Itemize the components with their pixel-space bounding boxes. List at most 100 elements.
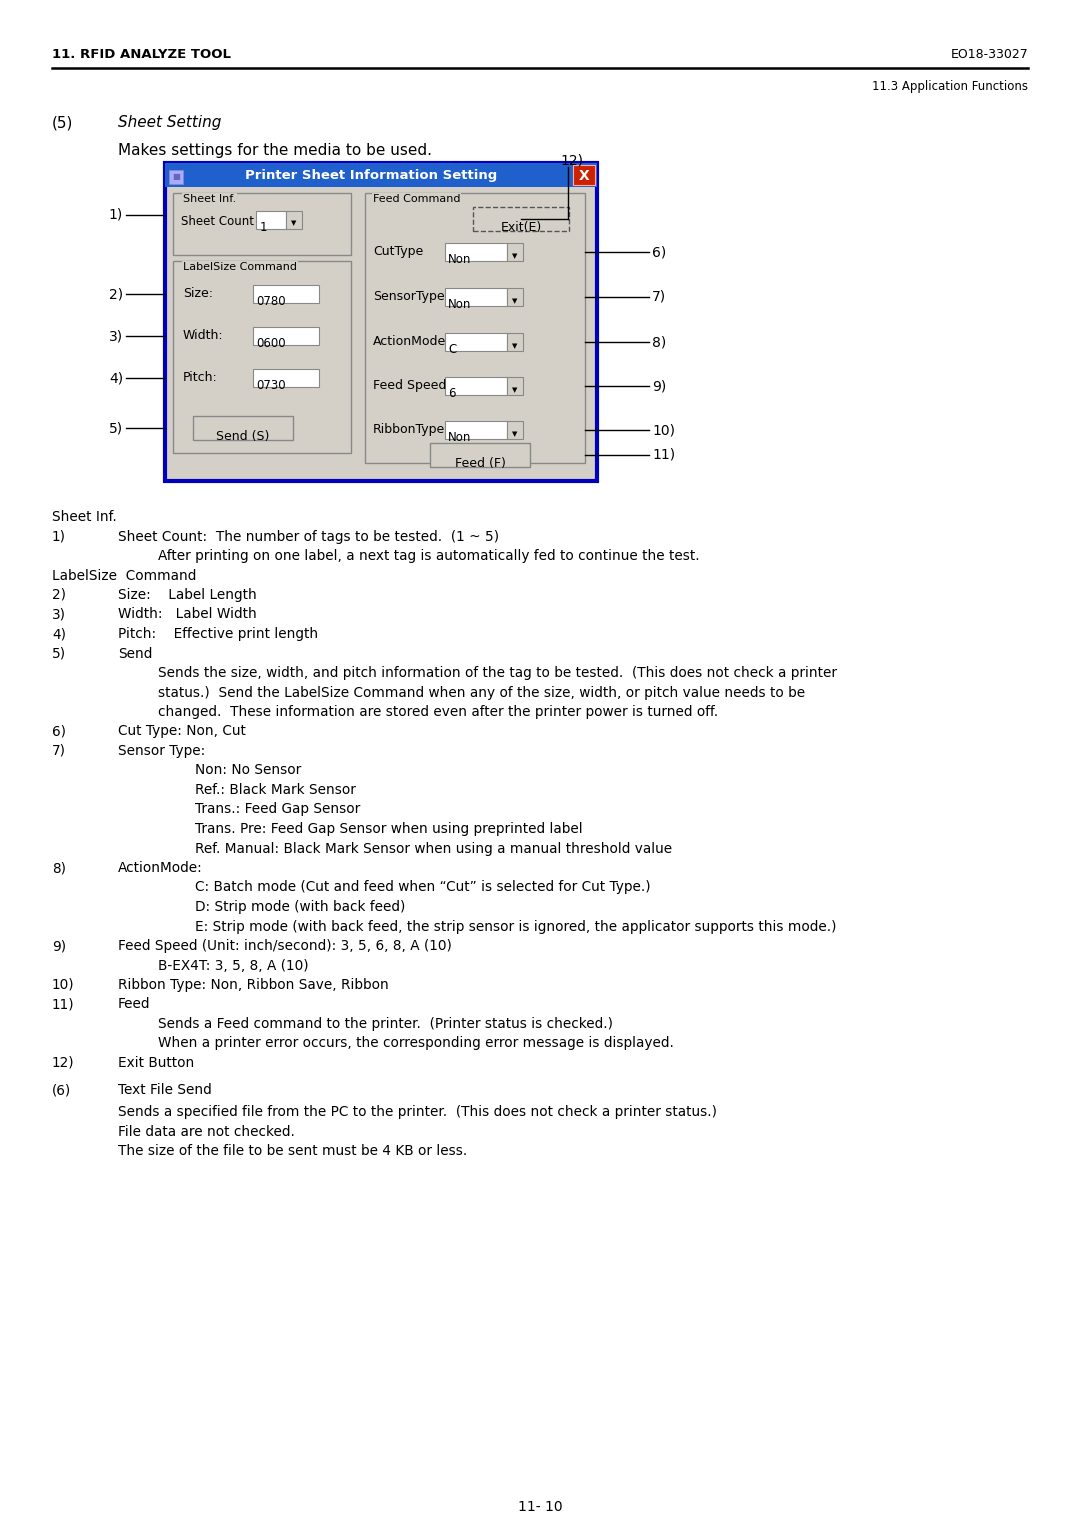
Text: EO18-33027: EO18-33027 [950, 47, 1028, 61]
Text: Text File Send: Text File Send [118, 1083, 212, 1097]
Text: CutType: CutType [373, 244, 423, 258]
Text: Printer Sheet Information Setting: Printer Sheet Information Setting [245, 170, 497, 182]
Text: 5): 5) [109, 422, 123, 435]
Bar [445, 422, 507, 439]
Text: Sheet Count: Sheet Count [181, 215, 254, 228]
Text: Sends a specified file from the PC to the printer.  (This does not check a print: Sends a specified file from the PC to th… [118, 1105, 717, 1118]
Bar [168, 170, 183, 183]
Text: Non: Non [448, 298, 471, 312]
Text: Cut Type: Non, Cut: Cut Type: Non, Cut [118, 724, 246, 738]
Bar [173, 193, 351, 255]
Text: 6): 6) [52, 724, 66, 738]
Bar [445, 377, 507, 396]
Text: 1: 1 [260, 222, 268, 234]
Bar [173, 261, 351, 452]
Text: Width:: Width: [183, 329, 224, 342]
Bar [193, 416, 293, 440]
Bar [445, 243, 507, 261]
Text: ▼: ▼ [292, 220, 297, 226]
Text: 7): 7) [52, 744, 66, 758]
Text: status.)  Send the LabelSize Command when any of the size, width, or pitch value: status.) Send the LabelSize Command when… [158, 686, 805, 700]
Text: ■: ■ [172, 171, 180, 180]
Text: Trans. Pre: Feed Gap Sensor when using preprinted label: Trans. Pre: Feed Gap Sensor when using p… [195, 822, 582, 836]
Bar [507, 243, 523, 261]
Text: Non: Non [448, 431, 471, 445]
Text: Non: Non [448, 254, 471, 266]
Text: Non: No Sensor: Non: No Sensor [195, 764, 301, 778]
Text: 0600: 0600 [256, 338, 285, 350]
Text: Exit Button: Exit Button [118, 1056, 194, 1070]
Bar [253, 286, 319, 303]
Text: Trans.: Feed Gap Sensor: Trans.: Feed Gap Sensor [195, 802, 361, 816]
Text: Sheet Inf.: Sheet Inf. [52, 510, 117, 524]
Text: 12): 12) [561, 153, 583, 167]
Text: (5): (5) [52, 115, 73, 130]
Text: changed.  These information are stored even after the printer power is turned of: changed. These information are stored ev… [158, 704, 718, 720]
Text: 12): 12) [52, 1056, 75, 1070]
Bar [365, 193, 585, 463]
Text: Ref. Manual: Black Mark Sensor when using a manual threshold value: Ref. Manual: Black Mark Sensor when usin… [195, 842, 672, 856]
Text: 1): 1) [109, 208, 123, 222]
Text: 6: 6 [448, 387, 456, 400]
Text: SensorType: SensorType [373, 290, 445, 303]
Text: 7): 7) [652, 290, 666, 304]
Text: ActionMode: ActionMode [373, 335, 446, 348]
Text: 10): 10) [652, 423, 675, 437]
Text: 3): 3) [52, 608, 66, 622]
Text: Ref.: Black Mark Sensor: Ref.: Black Mark Sensor [195, 782, 356, 798]
Bar [430, 443, 530, 468]
Text: 0730: 0730 [256, 379, 285, 393]
Text: 6): 6) [652, 244, 666, 260]
Text: ▼: ▼ [512, 342, 517, 348]
Text: ▼: ▼ [512, 387, 517, 393]
Text: Exit(E): Exit(E) [500, 222, 542, 234]
Text: 5): 5) [52, 646, 66, 660]
Bar [507, 377, 523, 396]
Text: 9): 9) [652, 379, 666, 393]
Text: Sheet Inf.: Sheet Inf. [183, 194, 237, 205]
Text: Sheet Setting: Sheet Setting [118, 115, 221, 130]
Text: Width:   Label Width: Width: Label Width [118, 608, 257, 622]
Text: Send (S): Send (S) [216, 429, 270, 443]
Text: 11. RFID ANALYZE TOOL: 11. RFID ANALYZE TOOL [52, 47, 231, 61]
Text: B-EX4T: 3, 5, 8, A (10): B-EX4T: 3, 5, 8, A (10) [158, 958, 309, 972]
Bar [473, 206, 569, 231]
Text: 4): 4) [109, 371, 123, 385]
Text: LabelSize  Command: LabelSize Command [52, 568, 197, 582]
Text: Feed (F): Feed (F) [455, 457, 505, 471]
Text: 2): 2) [109, 287, 123, 301]
Text: Feed: Feed [118, 998, 150, 1012]
Text: ActionMode:: ActionMode: [118, 860, 203, 876]
Text: C: C [448, 342, 456, 356]
Bar [507, 287, 523, 306]
Bar [165, 163, 597, 186]
Text: 8): 8) [652, 335, 666, 348]
Text: (6): (6) [52, 1083, 71, 1097]
Text: 9): 9) [52, 940, 66, 953]
Text: 10): 10) [52, 978, 75, 992]
Text: ▼: ▼ [512, 298, 517, 304]
Text: Sheet Count:  The number of tags to be tested.  (1 ~ 5): Sheet Count: The number of tags to be te… [118, 530, 499, 544]
Bar [253, 327, 319, 345]
Text: 8): 8) [52, 860, 66, 876]
Bar [256, 211, 286, 229]
Text: Feed Speed: Feed Speed [373, 379, 446, 393]
Text: 11): 11) [652, 448, 675, 461]
Bar [445, 287, 507, 306]
Text: 11- 10: 11- 10 [517, 1500, 563, 1514]
Text: Feed Speed (Unit: inch/second): 3, 5, 6, 8, A (10): Feed Speed (Unit: inch/second): 3, 5, 6,… [118, 940, 451, 953]
Text: Size:    Label Length: Size: Label Length [118, 588, 257, 602]
Text: 0780: 0780 [256, 295, 285, 309]
Text: Pitch:    Effective print length: Pitch: Effective print length [118, 626, 319, 642]
Text: LabelSize Command: LabelSize Command [183, 261, 297, 272]
Bar [445, 333, 507, 351]
Text: After printing on one label, a next tag is automatically fed to continue the tes: After printing on one label, a next tag … [158, 549, 700, 562]
Text: E: Strip mode (with back feed, the strip sensor is ignored, the applicator suppo: E: Strip mode (with back feed, the strip… [195, 920, 837, 934]
Text: The size of the file to be sent must be 4 KB or less.: The size of the file to be sent must be … [118, 1144, 468, 1158]
Text: Sensor Type:: Sensor Type: [118, 744, 205, 758]
Text: X: X [579, 170, 590, 183]
Text: 1): 1) [52, 530, 66, 544]
Text: 2): 2) [52, 588, 66, 602]
Text: 3): 3) [109, 329, 123, 342]
Text: D: Strip mode (with back feed): D: Strip mode (with back feed) [195, 900, 405, 914]
